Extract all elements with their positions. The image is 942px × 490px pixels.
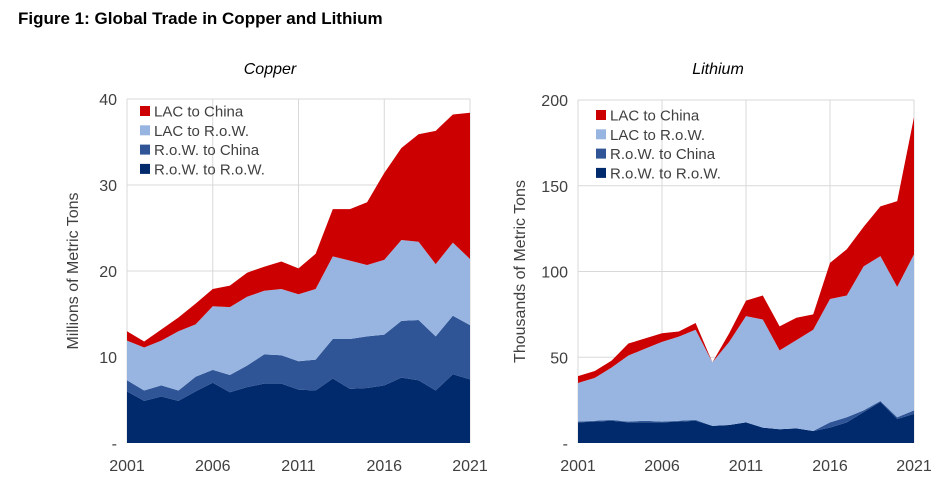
y-tick-label: - — [112, 436, 117, 453]
figure-title: Figure 1: Global Trade in Copper and Lit… — [18, 9, 383, 28]
x-tick-label: 2021 — [896, 458, 932, 475]
area-r-o-w-to-r-o-w — [127, 374, 470, 443]
x-tick-label: 2011 — [281, 458, 316, 475]
legend-label: R.o.W. to R.o.W. — [154, 161, 265, 178]
legend-label: LAC to China — [154, 104, 244, 121]
legend-swatch — [596, 167, 606, 178]
area-r-o-w-to-china — [578, 400, 914, 431]
legend-label: R.o.W. to R.o.W. — [610, 165, 721, 182]
y-tick-label: 50 — [550, 350, 568, 367]
legend-swatch — [140, 125, 150, 136]
x-tick-label: 2016 — [812, 458, 848, 475]
legend-swatch — [596, 148, 606, 159]
y-tick-label: - — [563, 436, 568, 453]
area-lac-to-china — [127, 112, 470, 348]
x-tick-label: 2021 — [452, 458, 488, 475]
y-tick-label: 150 — [541, 179, 568, 196]
chart-lithium: Lithium - 50 100 150 200 2001 2006 2011 2016 2021 T… — [512, 61, 932, 475]
legend-label: LAC to R.o.W. — [154, 123, 249, 140]
x-tick-label: 2001 — [109, 458, 145, 475]
area-lac-to-china — [578, 117, 914, 383]
y-tick-label: 20 — [99, 264, 117, 281]
legend: LAC to China LAC to R.o.W. R.o.W. to China… — [140, 104, 265, 178]
y-tick-label: 40 — [99, 92, 117, 109]
y-tick-label: 30 — [99, 178, 117, 195]
chart-title: Copper — [244, 61, 297, 78]
legend-swatch — [596, 129, 606, 140]
y-tick-label: 200 — [541, 93, 568, 110]
area-r-o-w-to-r-o-w — [578, 401, 914, 443]
legend-swatch — [140, 163, 150, 174]
x-tick-label: 2006 — [644, 458, 680, 475]
y-tick-label: 100 — [541, 265, 568, 282]
legend-swatch — [140, 144, 150, 155]
legend-label: R.o.W. to China — [610, 146, 716, 163]
x-tick-label: 2016 — [366, 458, 402, 475]
area-lac-to-r-o-w — [578, 254, 914, 431]
chart-title: Lithium — [692, 61, 744, 78]
x-tick-label: 2001 — [560, 458, 596, 475]
y-axis-label: Thousands of Metric Tons — [512, 180, 529, 363]
legend-swatch — [596, 110, 606, 120]
y-tick-label: 10 — [99, 350, 117, 367]
legend: LAC to China LAC to R.o.W. R.o.W. to China… — [596, 108, 721, 182]
area-r-o-w-to-china — [127, 315, 470, 401]
y-axis-label: Millions of Metric Tons — [65, 192, 82, 349]
legend-swatch — [140, 106, 150, 116]
legend-label: LAC to China — [610, 108, 700, 125]
x-tick-label: 2011 — [729, 458, 764, 475]
x-tick-label: 2006 — [195, 458, 231, 475]
legend-label: LAC to R.o.W. — [610, 127, 705, 144]
legend-label: R.o.W. to China — [154, 142, 260, 159]
area-lac-to-r-o-w — [127, 240, 470, 391]
chart-copper: Copper - 10 20 30 40 2001 2006 2011 2016 2021 Milli… — [65, 61, 488, 475]
